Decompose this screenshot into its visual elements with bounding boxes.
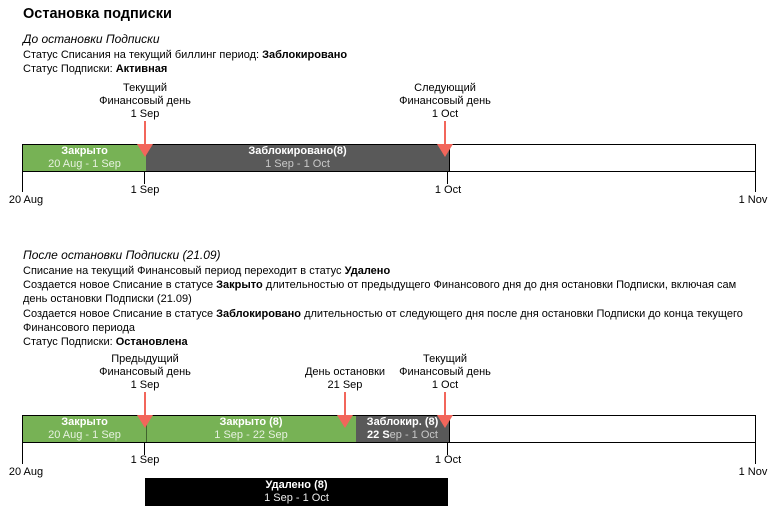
annotation-current-fin-day-2: Текущий Финансовый день 1 Oct [399,353,491,392]
segment-dates-bold: 22 S [367,429,390,441]
segment-title: Закрыто [61,416,108,428]
status-billing-text: Статус Списания на текущий биллинг перио… [23,49,263,61]
annotation-line: Финансовый день [99,366,191,378]
annotation-line: 1 Oct [431,108,459,120]
new-blocked-value: Заблокировано [216,307,302,320]
status-subscription-text: Статус Подписки: [23,63,116,76]
segment-closed: Закрыто 20 Aug - 1 Sep [23,145,146,171]
axis-tick [22,172,23,192]
axis-tick [755,172,756,192]
arrow-down-icon [437,415,453,428]
section-after-stop: После остановки Подписки (21.09) Списани… [23,248,763,349]
deleted-status-line: Списание на текущий Финансовый период пе… [23,264,763,278]
arrow-stem [444,121,446,144]
arrow-stem [444,392,446,415]
annotation-line: Финансовый день [399,95,491,107]
arrow-down-icon [337,415,353,428]
axis-label-1nov: 1 Nov [738,194,768,206]
status-billing-value: Заблокировано [262,49,348,61]
annotation-stop-day: День остановки 21 Sep [305,366,385,392]
segment-dates: 22 Sep - 1 Oct [367,429,438,442]
segment-title: Удалено (8) [265,479,328,491]
arrow-stem [144,392,146,415]
annotation-line: 1 Sep [130,108,160,120]
new-closed-line: Создается новое Списание в статусе Закры… [23,278,763,306]
axis-label-1sep: 1 Sep [130,184,160,196]
new-closed-post: длительностью от предыдущего Финансового… [23,279,737,306]
segment-dates-rest: ep - 1 Oct [389,429,438,441]
axis-label-1oct: 1 Oct [434,184,462,196]
axis-label-1oct-2: 1 Oct [434,454,462,466]
annotation-line: Текущий [423,353,467,365]
section-before-stop: До остановки Подписки Статус Списания на… [23,32,763,76]
arrow-stem [344,392,346,415]
segment-empty-2 [449,416,755,442]
annotation-prev-fin-day: Предыдущий Финансовый день 1 Sep [99,353,191,392]
arrow-stem [144,121,146,144]
annotation-line: 1 Oct [431,379,459,391]
status-billing-line: Статус Списания на текущий биллинг перио… [23,48,763,62]
axis-tick [144,172,145,184]
segment-divider [146,416,147,442]
segment-title: Заблокир. (8) [366,416,439,428]
deleted-charge-bar: Удалено (8) 1 Sep - 1 Oct [145,478,448,506]
annotation-line: Следующий [414,82,476,94]
status-subscription-line: Статус Подписки: Активная [23,62,763,76]
new-closed-value: Закрыто [216,279,263,292]
axis-tick [447,443,448,455]
arrow-down-icon [137,415,153,428]
annotation-line: Финансовый день [99,95,191,107]
axis-tick [447,172,448,184]
new-closed-text: Создается новое Списание в статусе [23,279,217,292]
segment-closed-old: Закрыто 20 Aug - 1 Sep [23,416,146,442]
subscription-stopped-text: Статус Подписки: [23,336,116,349]
subscription-stopped-line: Статус Подписки: Остановлена [23,335,763,349]
axis-label-1nov-2: 1 Nov [738,466,768,478]
annotation-line: Текущий [123,82,167,94]
segment-empty [449,145,755,171]
axis-label-20aug: 20 Aug [8,194,44,206]
segment-closed-new: Закрыто (8) 1 Sep - 22 Sep [146,416,356,442]
axis-tick [144,443,145,455]
annotation-line: Предыдущий [111,353,179,365]
axis-tick [22,443,23,464]
annotation-current-fin-day: Текущий Финансовый день 1 Sep [99,82,191,121]
segment-title: Закрыто [61,145,108,157]
axis-tick [755,443,756,464]
annotation-line: Финансовый день [399,366,491,378]
subscription-stopped-value: Остановлена [115,336,188,349]
segment-title: Закрыто (8) [219,416,283,428]
status-subscription-value: Активная [115,63,168,76]
new-blocked-post: длительностью от следующего дня после дн… [23,307,743,334]
segment-dates: 1 Sep - 1 Oct [264,492,329,504]
section-after-heading: После остановки Подписки (21.09) [23,248,221,262]
annotation-line: 1 Sep [130,379,160,391]
deleted-status-value: Удалено [344,265,391,277]
deleted-status-text: Списание на текущий Финансовый период пе… [23,265,345,277]
timeline2-bar: Закрыто 20 Aug - 1 Sep Закрыто (8) 1 Sep… [22,415,756,443]
annotation-line: 21 Sep [327,379,363,391]
segment-dates: 1 Sep - 22 Sep [214,429,288,441]
arrow-down-icon [437,144,453,157]
page-title: Остановка подписки [23,6,172,22]
new-blocked-text: Создается новое Списание в статусе [23,307,217,320]
new-blocked-line: Создается новое Списание в статусе Забло… [23,307,763,335]
annotation-line: День остановки [304,366,386,378]
arrow-down-icon [137,144,153,157]
axis-label-1sep-2: 1 Sep [130,454,160,466]
segment-blocked-new: Заблокир. (8) 22 Sep - 1 Oct [356,416,449,442]
annotation-next-fin-day: Следующий Финансовый день 1 Oct [399,82,491,121]
section-before-heading: До остановки Подписки [23,32,160,46]
segment-dates: 20 Aug - 1 Sep [48,429,121,441]
axis-label-20aug-2: 20 Aug [8,466,44,478]
timeline1-bar: Закрыто 20 Aug - 1 Sep Заблокировано(8) … [22,144,756,172]
segment-dates: 20 Aug - 1 Sep [48,158,121,170]
segment-blocked: Заблокировано(8) 1 Sep - 1 Oct [146,145,449,171]
segment-title: Заблокировано(8) [248,145,347,157]
segment-dates: 1 Sep - 1 Oct [265,158,330,170]
